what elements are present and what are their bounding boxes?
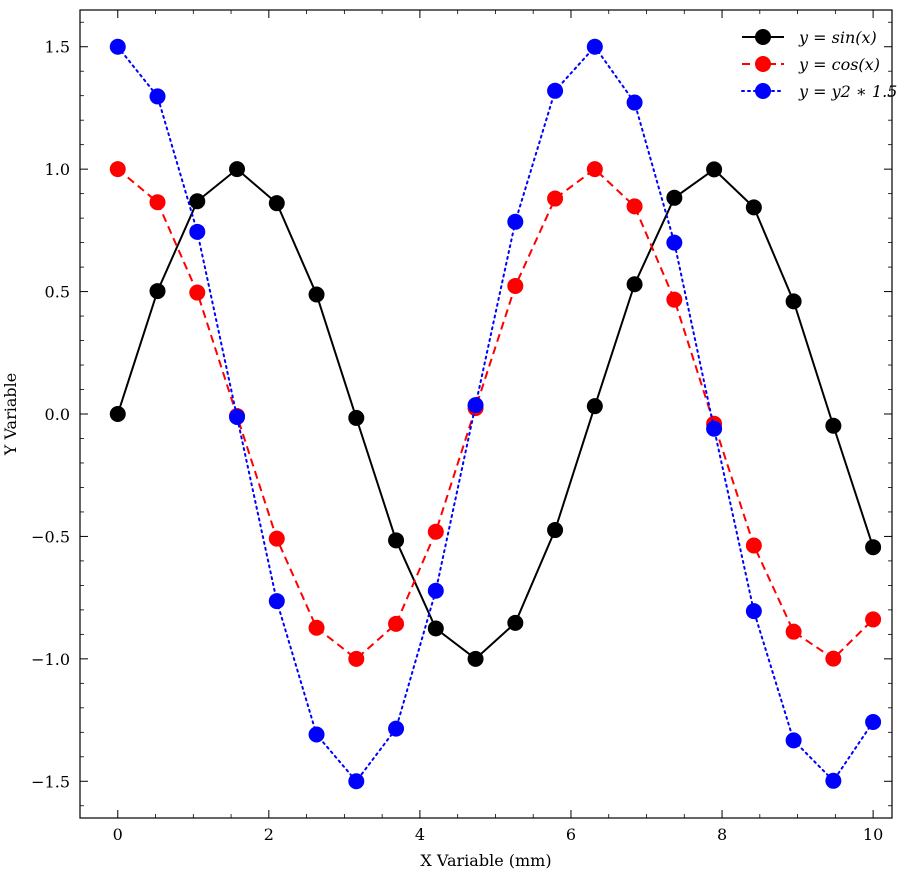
y-tick-label: 0.5: [45, 283, 70, 302]
data-point: [865, 714, 882, 731]
y-axis: −1.5 −1.0 −0.5 0.0 0.5 1.0 1.5: [31, 21, 892, 807]
legend-entry-label: y = sin(x): [798, 28, 877, 47]
data-point: [706, 420, 723, 437]
data-point: [547, 82, 564, 99]
data-point: [507, 213, 524, 230]
data-point: [745, 199, 762, 216]
data-point: [666, 234, 683, 251]
data-point: [626, 198, 643, 215]
y-tick-label: −1.0: [31, 650, 70, 669]
x-tick-label: 10: [863, 825, 883, 844]
data-point: [427, 620, 444, 637]
series-1: [109, 161, 882, 667]
data-point: [745, 537, 762, 554]
data-point: [268, 593, 285, 610]
data-point: [149, 194, 166, 211]
data-point: [586, 161, 603, 178]
x-tick-label: 4: [415, 825, 425, 844]
data-point: [229, 161, 246, 178]
data-point: [308, 619, 325, 636]
data-point: [308, 726, 325, 743]
data-point: [427, 582, 444, 599]
data-point: [348, 650, 365, 667]
data-point: [149, 283, 166, 300]
data-point: [308, 286, 325, 303]
y-tick-label: −0.5: [31, 527, 70, 546]
series-line: [116, 45, 875, 783]
series-3: [109, 38, 882, 790]
legend-marker: [755, 83, 771, 99]
data-point: [507, 614, 524, 631]
data-point: [229, 408, 246, 425]
data-point: [666, 189, 683, 206]
data-point: [149, 88, 166, 105]
x-tick-label: 8: [717, 825, 727, 844]
x-axis-label: X Variable (mm): [420, 851, 551, 870]
x-tick-label: 6: [566, 825, 576, 844]
data-point: [547, 522, 564, 539]
legend: y = sin(x) y = cos(x) y = y2 ∗ 1.5: [741, 28, 897, 101]
data-point: [586, 38, 603, 55]
data-point: [785, 293, 802, 310]
y-axis-label: Y Variable: [1, 373, 20, 456]
data-point: [348, 773, 365, 790]
series-line: [117, 167, 874, 661]
legend-marker: [755, 29, 771, 45]
data-point: [467, 650, 484, 667]
legend-entry-label: y = y2 ∗ 1.5: [798, 82, 897, 101]
data-point: [109, 406, 126, 422]
y-tick-label: 1.5: [45, 38, 70, 57]
data-point: [586, 398, 603, 415]
data-point: [865, 611, 882, 628]
data-point: [268, 195, 285, 212]
y-tick-label: −1.5: [31, 772, 70, 791]
data-point: [745, 603, 762, 620]
x-axis: 0 2 4 6 8 10: [79, 10, 883, 844]
data-point: [865, 539, 882, 556]
data-point: [189, 223, 206, 240]
x-tick-label: 2: [264, 825, 274, 844]
data-point: [825, 417, 842, 434]
data-point: [547, 190, 564, 207]
legend-marker: [755, 56, 771, 72]
data-point: [189, 284, 206, 301]
data-point: [467, 397, 484, 414]
data-point: [507, 277, 524, 294]
data-point: [388, 720, 405, 737]
data-point: [348, 409, 365, 426]
y-tick-label: 1.0: [45, 160, 70, 179]
series-layer: [109, 38, 882, 790]
data-point: [626, 276, 643, 293]
data-point: [825, 650, 842, 667]
data-point: [706, 161, 723, 178]
data-point: [388, 532, 405, 549]
x-tick-label: 0: [113, 825, 123, 844]
data-point: [189, 193, 206, 210]
data-point: [785, 623, 802, 640]
data-point: [427, 523, 444, 540]
series-line: [116, 167, 875, 661]
plot-frame: [79, 9, 893, 819]
data-point: [666, 291, 683, 308]
data-point: [825, 772, 842, 789]
data-point: [109, 38, 126, 55]
legend-entry-label: y = cos(x): [798, 55, 880, 74]
data-point: [785, 732, 802, 749]
data-point: [109, 161, 126, 178]
data-point: [268, 530, 285, 547]
y-tick-label: 0.0: [45, 405, 70, 424]
data-point: [626, 94, 643, 111]
data-point: [388, 615, 405, 632]
